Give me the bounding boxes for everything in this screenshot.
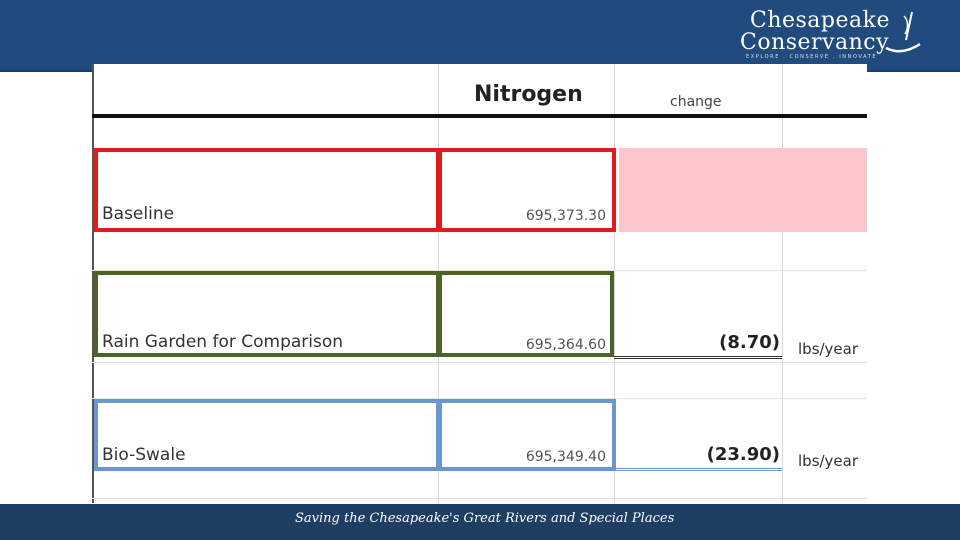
nitrogen-comparison-table: Nitrogen change Baseline 695,373.30 Rain… (92, 64, 867, 503)
logo-line-1: Chesapeake (750, 8, 890, 33)
grid-row-line (92, 398, 867, 399)
logo-line-2: Conservancy (740, 30, 890, 55)
row-unit-rain-garden: lbs/year (798, 340, 859, 358)
row-label-baseline: Baseline (102, 204, 175, 224)
footer-tagline: Saving the Chesapeake's Great Rivers and… (295, 511, 675, 526)
grid-column-line (614, 64, 615, 503)
logo-tagline: EXPLORE . CONSERVE . INNOVATE (746, 54, 878, 60)
grid-row-line (92, 362, 867, 363)
bio-swale-value-highlight (438, 399, 616, 471)
row-value-baseline: 695,373.30 (525, 208, 606, 224)
column-header-change: change (670, 94, 722, 110)
header-rule (92, 114, 867, 118)
baseline-change-cell (619, 148, 867, 232)
chesapeake-conservancy-logo: Chesapeake Conservancy EXPLORE . CONSERV… (740, 8, 921, 66)
header-banner: Chesapeake Conservancy EXPLORE . CONSERV… (0, 0, 960, 72)
canoe-paddle-icon (885, 11, 921, 53)
row-label-rain-garden: Rain Garden for Comparison (102, 332, 344, 352)
grid-row-line (92, 498, 867, 499)
row-unit-bio-swale: lbs/year (798, 452, 859, 470)
grid-row-line (92, 270, 867, 271)
double-underline (614, 356, 782, 359)
footer-bar: Saving the Chesapeake's Great Rivers and… (0, 504, 960, 540)
grid-column-line (782, 64, 783, 503)
row-change-rain-garden: (8.70) (719, 332, 780, 353)
row-value-bio-swale: 695,349.40 (525, 449, 606, 465)
column-header-nitrogen: Nitrogen (474, 82, 583, 107)
row-label-bio-swale: Bio-Swale (102, 445, 186, 465)
row-change-bio-swale: (23.90) (706, 444, 780, 465)
row-value-rain-garden: 695,364.60 (525, 337, 606, 353)
baseline-value-highlight (438, 148, 616, 232)
table-left-border (92, 64, 94, 503)
double-underline (614, 468, 782, 471)
rain-garden-value-highlight (438, 271, 614, 357)
